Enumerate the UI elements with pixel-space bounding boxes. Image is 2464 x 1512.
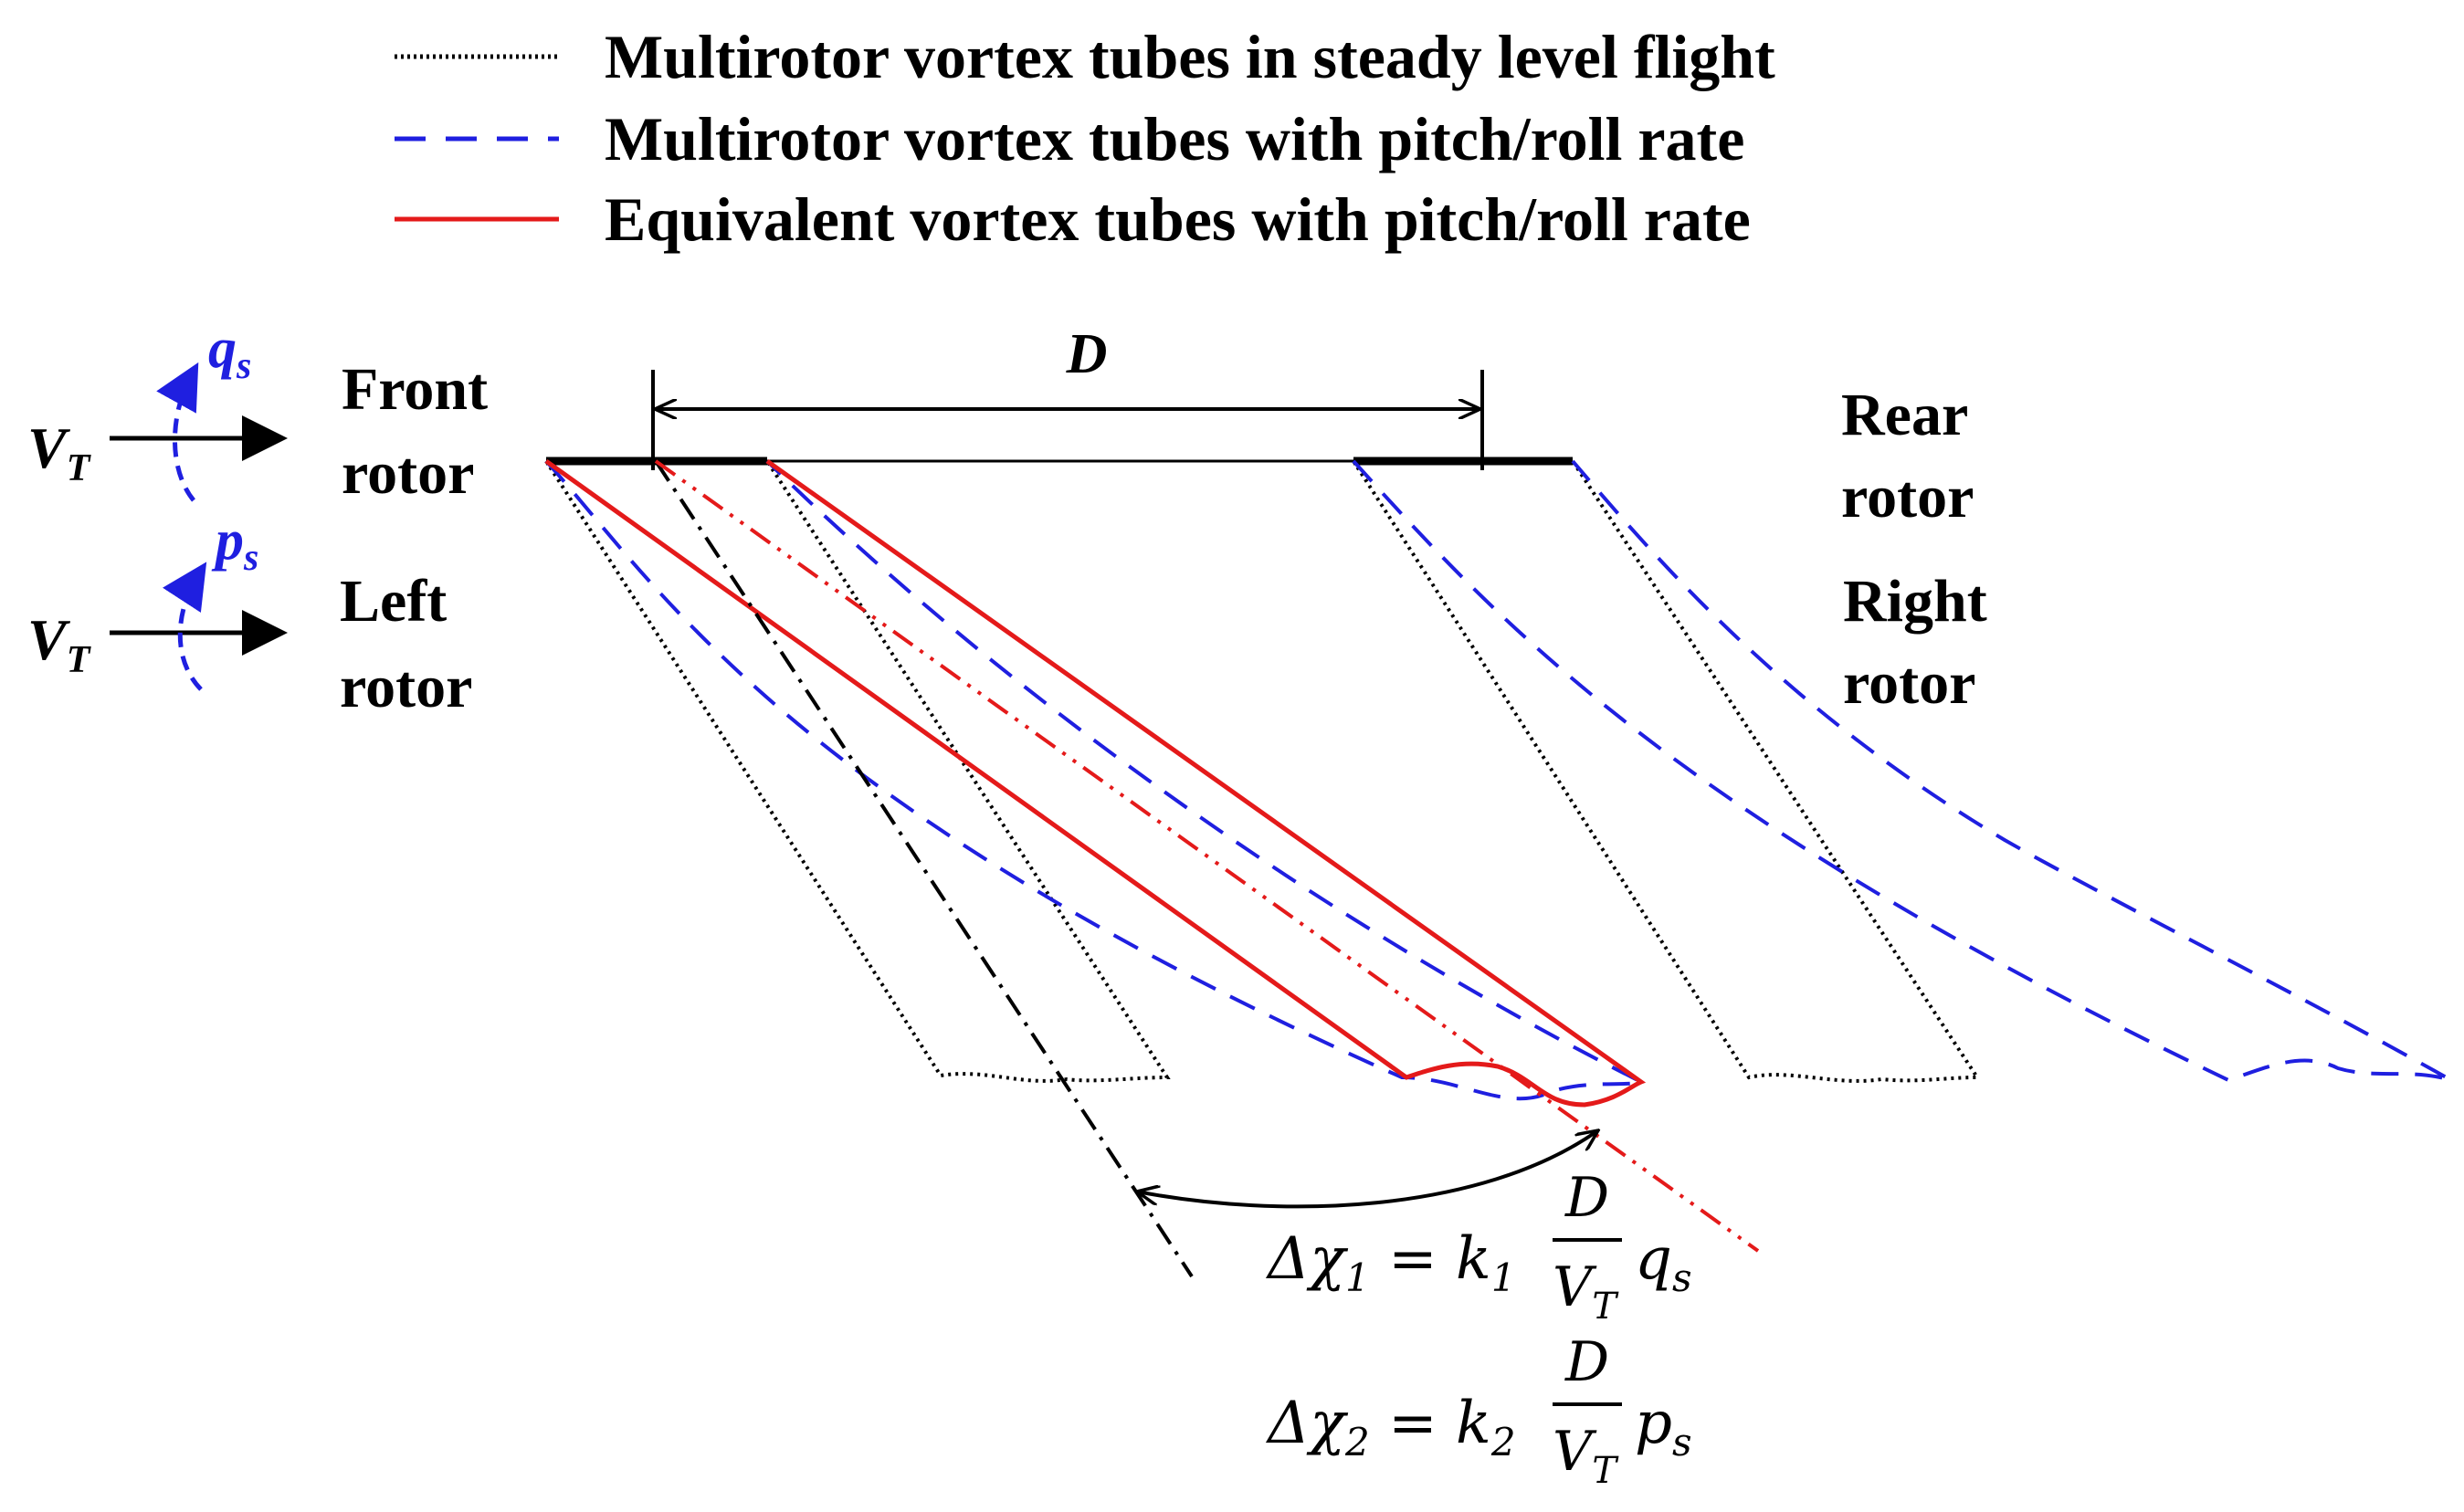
skew-angle-arrow [1137, 1130, 1598, 1209]
diameter-dimension: D [651, 323, 1484, 470]
steady-tube-rear [1352, 459, 1981, 1083]
equation-2-rate: ps [1635, 1390, 1692, 1465]
left-rotor-label-line1: Left [340, 568, 447, 635]
equation-1-denominator: VT [1553, 1255, 1619, 1328]
left-velocity-group: VT ps Left rotor [27, 509, 472, 720]
steady-tube-front [544, 459, 1171, 1083]
legend: Multirotor vortex tubes in steady level … [395, 22, 1775, 254]
equation-1-numerator: D [1564, 1166, 1609, 1230]
legend-item-steady: Multirotor vortex tubes in steady level … [395, 22, 1775, 91]
rear-rotor-label-line2: rotor [1841, 464, 1974, 530]
front-velocity-group: VT qs Front rotor [27, 318, 488, 507]
equation-1-rate: qs [1635, 1225, 1692, 1300]
legend-label-equivalent: Equivalent vortex tubes with pitch/roll … [605, 184, 1751, 254]
right-rotor-label-line1: Right [1843, 568, 1987, 635]
roll-rate-symbol: ps [211, 509, 258, 579]
front-rotor-label-line1: Front [342, 356, 488, 423]
right-rotor-label-line2: rotor [1843, 650, 1975, 717]
equation-2: Δχ2 = k2 D VT ps [1265, 1330, 1692, 1492]
equivalent-wake-axis [654, 459, 1760, 1253]
legend-label-rate: Multirotor vortex tubes with pitch/roll … [605, 104, 1744, 173]
legend-item-rate: Multirotor vortex tubes with pitch/roll … [395, 104, 1744, 173]
equation-1-lhs: Δχ1 = k1 [1265, 1225, 1516, 1300]
equation-2-denominator: VT [1553, 1420, 1619, 1492]
front-rotor-label-line2: rotor [342, 440, 474, 507]
pitch-rate-symbol: qs [208, 318, 251, 387]
steady-tubes [544, 459, 1981, 1083]
rate-tube-front [544, 459, 1647, 1101]
equation-2-lhs: Δχ2 = k2 [1265, 1390, 1516, 1465]
rate-tube-rear [1352, 459, 2452, 1083]
velocity-symbol-left: VT [27, 607, 92, 681]
pitch-rate-arrow [156, 362, 199, 502]
diameter-label: D [1066, 323, 1108, 385]
legend-item-equivalent: Equivalent vortex tubes with pitch/roll … [395, 184, 1751, 254]
roll-rate-arrow [162, 562, 207, 691]
equivalent-tube [544, 458, 1647, 1108]
equation-1: Δχ1 = k1 D VT qs [1265, 1166, 1692, 1328]
rear-rotor-label-line1: Rear [1841, 382, 1968, 448]
legend-label-steady: Multirotor vortex tubes in steady level … [605, 22, 1775, 91]
left-rotor-label-line2: rotor [340, 654, 472, 720]
equivalent-tube-outline [544, 458, 1647, 1108]
rate-tubes [544, 459, 2452, 1101]
equation-2-numerator: D [1564, 1330, 1609, 1394]
velocity-symbol-front: VT [27, 415, 92, 489]
